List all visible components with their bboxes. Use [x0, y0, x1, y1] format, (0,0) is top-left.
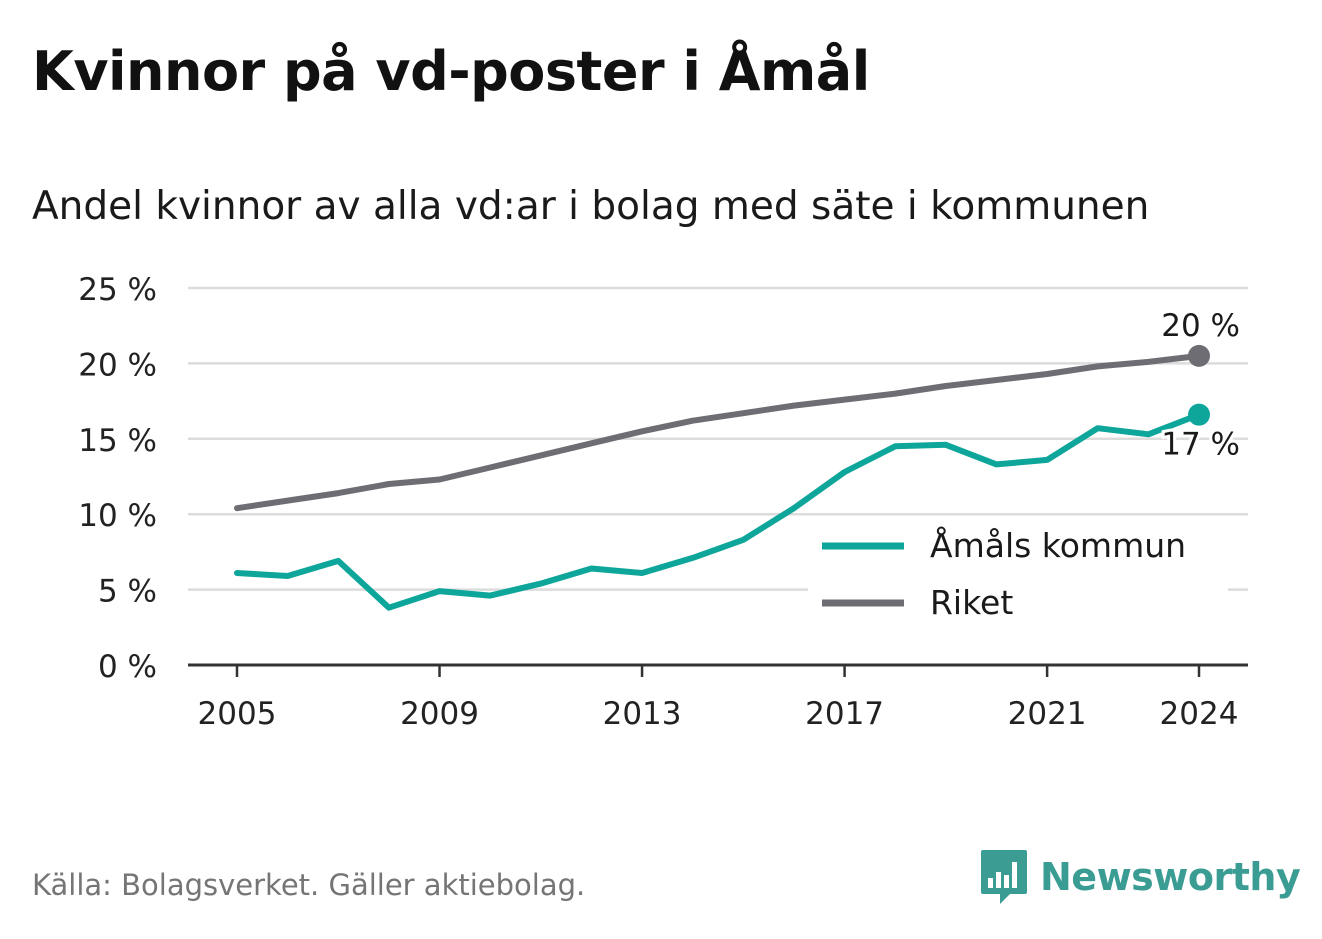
series-end-point — [1188, 403, 1210, 426]
grid-lines — [188, 286, 1248, 591]
series-lines — [234, 344, 1210, 611]
line-chart: 0 %5 %10 %15 %20 %25 % 2005 2009 2013 2017 2… — [78, 272, 1248, 732]
y-tick-label: 5 % — [98, 574, 157, 610]
x-tick-label: 2017 — [805, 696, 884, 732]
legend-label: Riket — [930, 583, 1013, 622]
y-tick-label: 10 % — [78, 498, 157, 534]
brand-name: Newsworthy — [1040, 855, 1301, 899]
legend-background — [808, 518, 1228, 640]
chart-title: Kvinnor på vd-poster i Åmål — [32, 40, 870, 103]
legend-label: Åmåls kommun — [930, 525, 1186, 565]
x-tick-label: 2024 — [1160, 696, 1239, 732]
legend: Åmåls kommun Riket — [808, 518, 1228, 640]
chart-subtitle: Andel kvinnor av alla vd:ar i bolag med … — [32, 184, 1150, 229]
y-tick-label: 20 % — [78, 347, 157, 383]
y-axis-tick-labels: 0 % 5 % 10 % 15 % 20 % 25 % — [78, 272, 157, 685]
bar-chart-speech-bubble-icon — [981, 850, 1027, 904]
x-axis: 2005 2009 2013 2017 2021 2024 — [188, 663, 1248, 732]
source-note: Källa: Bolagsverket. Gäller aktiebolag. — [32, 868, 586, 902]
y-tick-label: 0 % — [98, 649, 157, 685]
end-labels: 17 % 20 % — [1158, 305, 1243, 466]
y-tick-label: 15 % — [78, 423, 157, 459]
x-tick-label: 2009 — [400, 696, 479, 732]
series-line — [234, 411, 1202, 611]
end-value-label: 17 % — [1161, 427, 1240, 463]
y-tick-label: 25 % — [78, 272, 157, 308]
series-line — [234, 352, 1202, 512]
x-tick-label: 2013 — [603, 696, 682, 732]
series-end-point — [1188, 344, 1210, 367]
brand-logo: Newsworthy — [980, 848, 1301, 906]
x-tick-label: 2005 — [198, 696, 277, 732]
x-tick-label: 2021 — [1008, 696, 1087, 732]
end-value-label: 20 % — [1161, 308, 1240, 344]
